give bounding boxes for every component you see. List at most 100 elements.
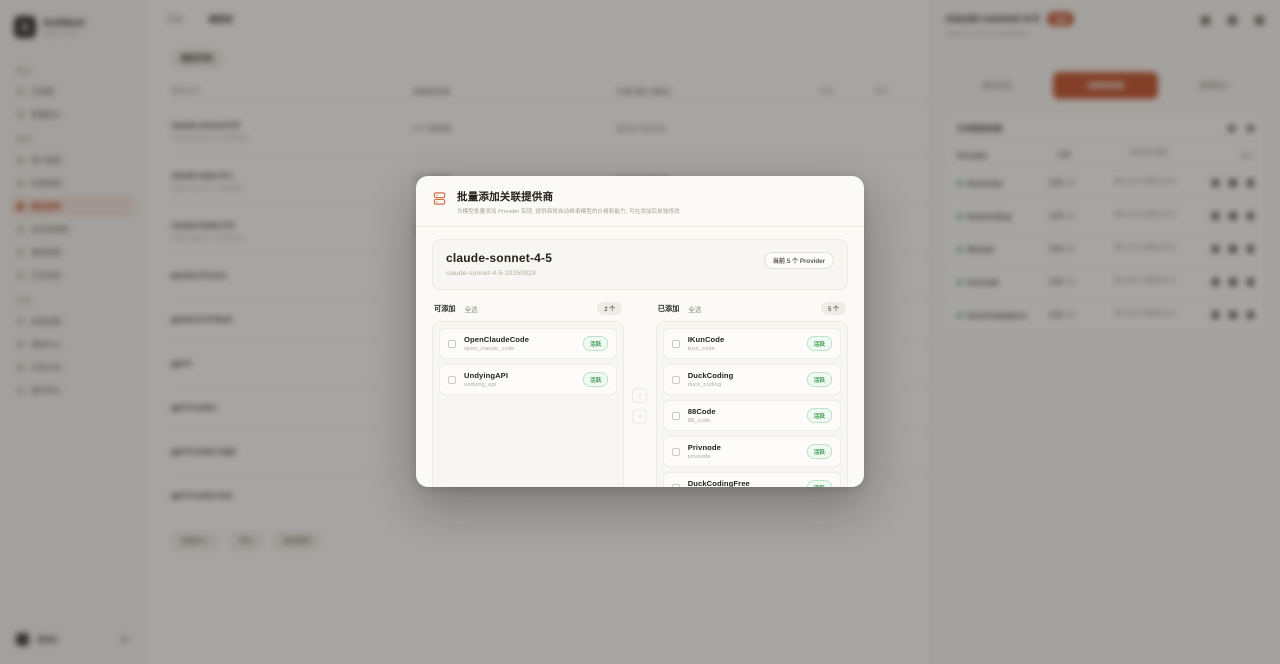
status-badge: 活跃 <box>806 336 832 351</box>
added-checkbox[interactable] <box>671 339 680 348</box>
move-right-button[interactable]: › <box>632 388 648 403</box>
settings-icon[interactable] <box>121 636 128 643</box>
sidebar: A AniNext admin console 概览 仪表盘 数据统计 管理 用户管理密… <box>0 0 145 664</box>
table-row[interactable]: claude-sonnet-4-5 claude-sonnet-4-5-20250… <box>171 103 931 153</box>
sidebar-item[interactable]: 密钥管理 <box>10 173 134 194</box>
toggle-icon[interactable] <box>1229 311 1237 319</box>
add-icon[interactable] <box>1228 125 1235 132</box>
toggle-icon[interactable] <box>1229 212 1237 220</box>
added-column: 已添加 全选 5 个 IKunCode ikun_code 活跃 DuckCoding… <box>655 302 848 487</box>
app-logo-icon: A <box>14 16 36 38</box>
column-header: 状态 <box>819 88 834 95</box>
close-icon[interactable] <box>1255 16 1264 25</box>
link-icon[interactable] <box>1247 125 1254 132</box>
online-dot-icon <box>957 213 962 219</box>
providers-table-body: IKunCode 权重 1.0 输入 $3.00 / 输出 $15.00 DuckCo… <box>946 166 1265 331</box>
list-item[interactable]: 88Code 88_code 活跃 <box>662 400 841 431</box>
sidebar-item-label: 数据统计 <box>31 110 61 119</box>
available-checkbox[interactable] <box>448 339 456 348</box>
table-actions: 批量导入 导出 新建模型 <box>171 531 1264 551</box>
list-item[interactable]: IKunCode ikun_code 活跃 <box>662 328 841 359</box>
delete-icon[interactable] <box>1246 179 1254 187</box>
sidebar-item[interactable]: 数据统计 <box>10 104 134 125</box>
sidebar-item[interactable]: 通知中心 <box>10 334 134 355</box>
toggle-icon[interactable] <box>1229 179 1237 187</box>
provider-name: DuckCoding <box>687 371 734 380</box>
sidebar-item[interactable]: 供应商管理 <box>10 219 134 240</box>
available-select-all[interactable]: 全选 <box>464 306 478 314</box>
toggle-icon[interactable] <box>1229 245 1237 253</box>
provider-row[interactable]: DuckCodingFree 权重 1.0 输入 $3.00 / 输出 $15.00 <box>946 298 1265 331</box>
added-list: IKunCode ikun_code 活跃 DuckCoding duck_coding… <box>655 321 848 487</box>
online-dot-icon <box>957 180 962 186</box>
online-dot-icon <box>957 279 962 285</box>
sidebar-item[interactable]: 系统设置 <box>10 311 134 332</box>
delete-icon[interactable] <box>1246 212 1254 220</box>
sidebar-item[interactable]: 渠道管理 <box>10 242 134 263</box>
available-checkbox[interactable] <box>448 375 456 384</box>
detail-tab[interactable]: 关联供应商 <box>1053 72 1158 99</box>
sidebar-group-label: 概览 <box>16 68 31 75</box>
main-tab[interactable]: 列表 <box>167 15 183 24</box>
column-header: 价格 (输入/输出) <box>1129 150 1169 156</box>
delete-icon[interactable] <box>1246 311 1254 319</box>
sidebar-item-label: 供应商管理 <box>31 225 69 234</box>
list-item[interactable]: OpenClaudeCode open_claude_code 活跃 <box>439 328 618 359</box>
nav-icon <box>17 226 24 233</box>
added-checkbox[interactable] <box>671 411 680 420</box>
provider-slug: duck_coding <box>687 382 722 388</box>
action-chip[interactable]: 新建模型 <box>273 531 321 551</box>
edit-icon[interactable] <box>1211 212 1219 220</box>
toggle-icon[interactable] <box>1229 278 1237 286</box>
provider-row[interactable]: IKunCode 权重 1.0 输入 $3.00 / 输出 $15.00 <box>946 166 1265 199</box>
list-item[interactable]: DuckCodingFreeduck_coding_free活跃 <box>662 472 841 487</box>
edit-icon[interactable] <box>1211 179 1219 187</box>
list-item[interactable]: UndyingAPI undying_api 活跃 <box>439 364 618 395</box>
edit-icon[interactable] <box>1211 278 1219 286</box>
sidebar-item[interactable]: 日志查询 <box>10 265 134 286</box>
nav-icon <box>17 341 24 348</box>
nav-icon <box>17 157 24 164</box>
sidebar-item[interactable]: 模型管理 <box>10 196 134 217</box>
list-item[interactable]: Privnode privnode 活跃 <box>662 436 841 467</box>
main-tab[interactable]: 模型库 <box>209 15 233 24</box>
edit-icon[interactable] <box>1211 311 1219 319</box>
transfer-controls: › ‹ <box>624 302 655 487</box>
nav-icon <box>17 203 24 210</box>
sidebar-item[interactable]: 操作审计 <box>10 380 134 401</box>
added-checkbox[interactable] <box>671 375 680 384</box>
provider-name: OpenClaudeCode <box>464 335 530 344</box>
nav-icon <box>17 387 24 394</box>
added-checkbox[interactable] <box>671 447 680 456</box>
action-chip[interactable]: 导出 <box>229 531 263 551</box>
sidebar-footer[interactable]: 管理员 <box>10 627 134 652</box>
provider-name: UndyingAPI <box>464 371 509 380</box>
detail-title: claude-sonnet-4-5 <box>945 13 1040 25</box>
detail-subtitle: claude-sonnet-4-5-20250929 <box>945 31 1029 38</box>
refresh-icon[interactable] <box>1228 16 1237 25</box>
sidebar-item[interactable]: 任务计划 <box>10 357 134 378</box>
detail-status-badge: 可用 <box>1047 12 1075 26</box>
provider-row[interactable]: Privnode 权重 1.0 输入 $3.00 / 输出 $15.00 <box>946 265 1265 298</box>
sidebar-item[interactable]: 用户管理 <box>10 150 134 171</box>
edit-icon[interactable] <box>1201 16 1210 25</box>
sidebar-item-label: 通知中心 <box>31 340 61 349</box>
detail-tab[interactable]: 基本信息 <box>982 81 1013 90</box>
detail-panel-actions <box>1201 16 1264 25</box>
delete-icon[interactable] <box>1246 278 1254 286</box>
provider-row[interactable]: DuckCoding 权重 1.0 输入 $3.00 / 输出 $15.00 <box>946 199 1265 232</box>
delete-icon[interactable] <box>1246 245 1254 253</box>
status-badge: 活跃 <box>806 408 832 423</box>
sidebar-item-label: 任务计划 <box>31 363 61 372</box>
list-item[interactable]: DuckCoding duck_coding 活跃 <box>662 364 841 395</box>
edit-icon[interactable] <box>1211 245 1219 253</box>
detail-tab[interactable]: 调用统计 <box>1198 81 1229 90</box>
sidebar-item[interactable]: 仪表盘 <box>10 81 134 102</box>
action-chip[interactable]: 批量导入 <box>171 531 219 551</box>
added-select-all[interactable]: 全选 <box>688 306 702 314</box>
move-left-button[interactable]: ‹ <box>632 409 648 424</box>
provider-row[interactable]: 88Code 权重 1.0 输入 $3.00 / 输出 $15.00 <box>946 232 1265 265</box>
added-checkbox[interactable] <box>671 483 680 487</box>
dialog-title: 批量添加关联提供商 <box>457 191 554 203</box>
